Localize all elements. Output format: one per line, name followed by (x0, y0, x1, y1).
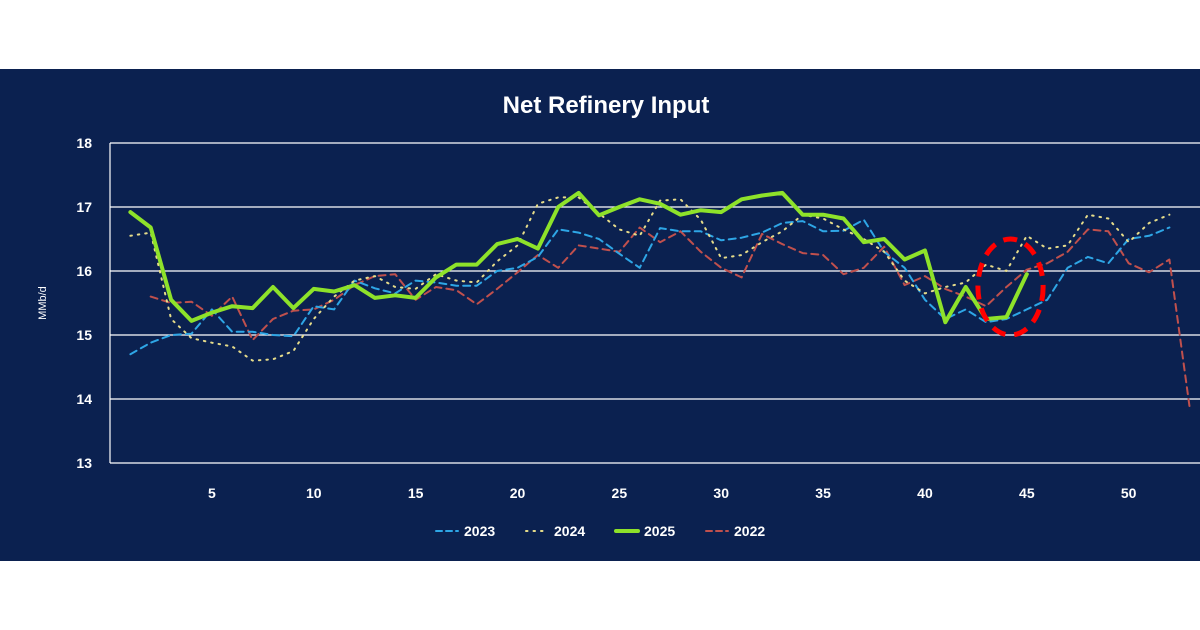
x-tick-labels: 5 10 15 20 25 30 35 40 45 50 (208, 485, 1137, 501)
chart-panel: Net Refinery Input MMb/d 13 14 15 16 17 18 5 1… (0, 69, 1200, 561)
x-tick-label: 40 (917, 485, 933, 501)
x-tick-label: 10 (306, 485, 322, 501)
legend-item-2023: 2023 (435, 523, 495, 539)
legend-item-2022: 2022 (705, 523, 765, 539)
x-tick-label: 35 (815, 485, 831, 501)
annotations (975, 236, 1046, 338)
x-tick-label: 25 (612, 485, 628, 501)
legend: 2023 2024 2025 2022 (435, 523, 765, 539)
legend-label: 2025 (644, 523, 675, 539)
x-tick-label: 45 (1019, 485, 1035, 501)
y-tick-label: 17 (76, 199, 92, 215)
legend-label: 2022 (734, 523, 765, 539)
y-tick-label: 15 (76, 327, 92, 343)
legend-label: 2024 (554, 523, 585, 539)
highlight-ellipse (975, 236, 1046, 338)
series-line-2023 (129, 218, 1171, 356)
y-tick-label: 14 (76, 391, 92, 407)
x-tick-label: 50 (1121, 485, 1137, 501)
series-lines (128, 190, 1191, 410)
series-line-2022 (149, 226, 1191, 410)
line-chart: Net Refinery Input MMb/d 13 14 15 16 17 18 5 1… (37, 92, 1200, 539)
y-tick-label: 16 (76, 263, 92, 279)
y-axis-label: MMb/d (37, 286, 49, 320)
legend-item-2025: 2025 (614, 523, 675, 539)
chart-title: Net Refinery Input (503, 92, 710, 119)
y-tick-labels: 13 14 15 16 17 18 (76, 135, 92, 471)
axes (109, 143, 1200, 464)
gridlines (110, 142, 1200, 400)
y-tick-label: 13 (76, 455, 92, 471)
y-tick-label: 18 (76, 135, 92, 151)
x-tick-label: 20 (510, 485, 526, 501)
series-line-2025 (128, 190, 1029, 325)
x-tick-label: 30 (713, 485, 729, 501)
x-tick-label: 5 (208, 485, 216, 501)
legend-item-2024: 2024 (525, 523, 585, 539)
legend-label: 2023 (464, 523, 495, 539)
x-tick-label: 15 (408, 485, 424, 501)
